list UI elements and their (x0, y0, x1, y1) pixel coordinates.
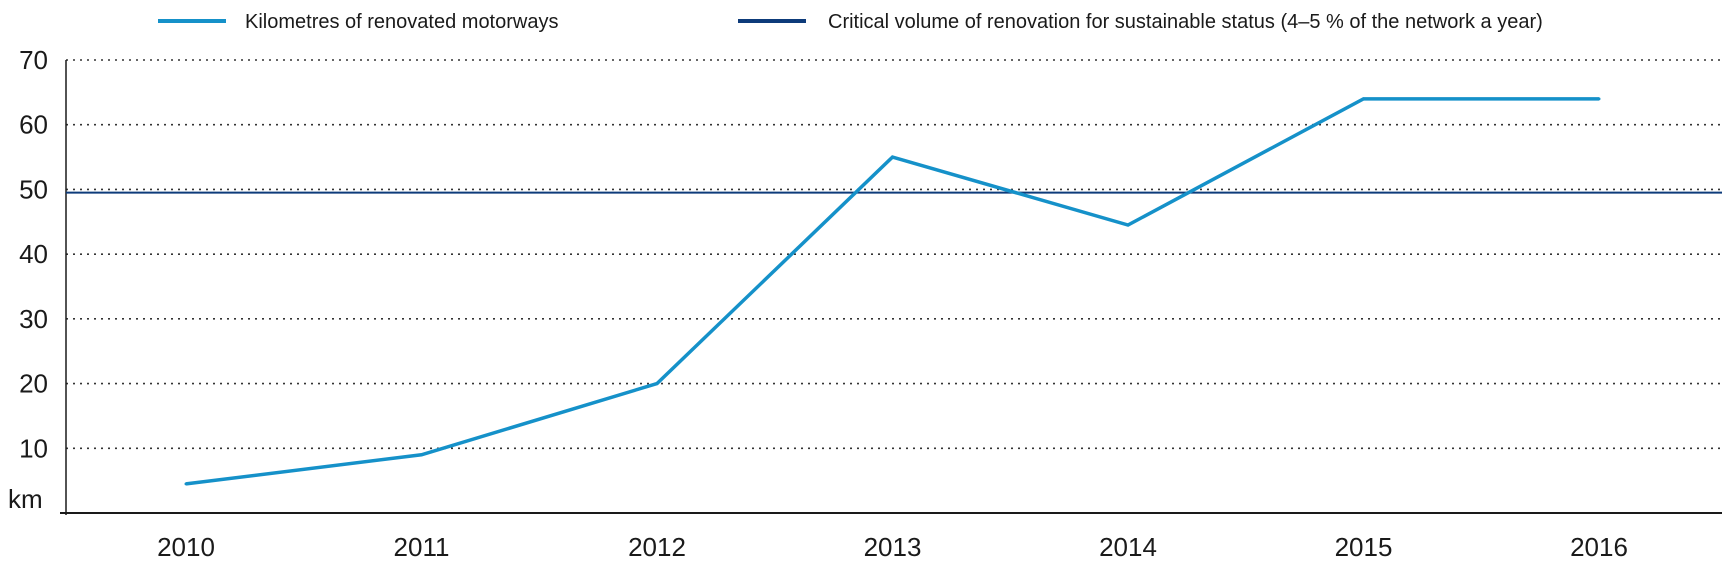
legend-item-critical: Critical volume of renovation for sustai… (738, 11, 1543, 33)
legend-item-renovated: Kilometres of renovated motorways (158, 11, 558, 33)
legend: Kilometres of renovated motorways Critic… (158, 11, 1543, 33)
x-tick-label: 2011 (394, 532, 450, 562)
y-tick-label: 70 (19, 45, 48, 75)
data-point-2010 (184, 482, 188, 486)
x-tick-label: 2016 (1570, 532, 1628, 562)
x-tick-label: 2012 (628, 532, 686, 562)
y-tick-label: 30 (19, 304, 48, 334)
y-tick-label: 50 (19, 174, 48, 204)
y-tick-label: 10 (19, 433, 48, 463)
legend-label-renovated: Kilometres of renovated motorways (245, 11, 558, 33)
x-tick-label: 2010 (157, 532, 215, 562)
y-tick-label: 20 (19, 369, 48, 399)
x-tick-label: 2014 (1099, 532, 1157, 562)
data-point-2016 (1597, 97, 1601, 101)
gridlines (66, 59, 1722, 450)
x-tick-label: 2013 (864, 532, 922, 562)
data-point-2012 (655, 382, 659, 386)
data-point-2014 (1126, 223, 1130, 227)
y-axis-unit-label: km (8, 484, 43, 514)
legend-label-critical: Critical volume of renovation for sustai… (828, 11, 1543, 33)
data-point-2013 (891, 155, 894, 159)
x-axis-ticks: 2010 2011 2012 2013 2014 2015 2016 (157, 532, 1628, 562)
y-tick-label: 60 (19, 110, 48, 140)
series (184, 97, 1601, 486)
data-point-2015 (1362, 97, 1365, 101)
y-tick-label: 40 (19, 239, 48, 269)
x-tick-label: 2015 (1335, 532, 1393, 562)
data-point-2011 (420, 453, 423, 457)
y-axis-ticks: 10 20 30 40 50 60 70 (19, 45, 48, 463)
